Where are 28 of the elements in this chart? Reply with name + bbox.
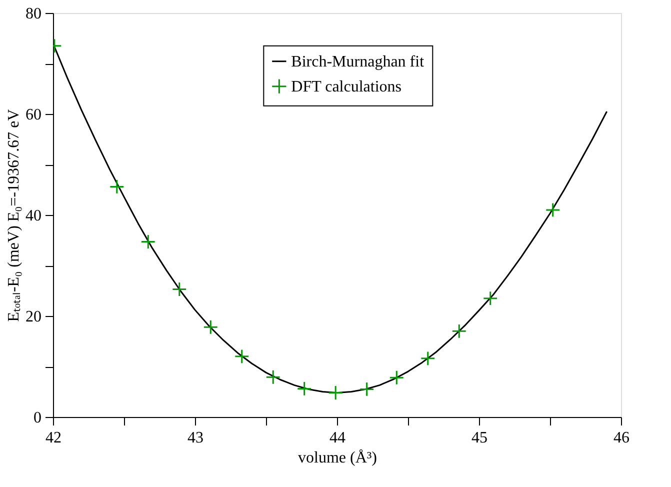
- point: [109, 179, 124, 194]
- point: [359, 382, 374, 397]
- y-axis-title: Eₜₒₜₐₗ-E₀ (meV) E₀=-19367.67 eV: [6, 108, 22, 322]
- point: [140, 234, 156, 250]
- point: [389, 370, 404, 386]
- y-tick-label: 40: [26, 208, 42, 224]
- point: [266, 370, 281, 385]
- legend-label: Birch-Murnaghan fit: [291, 53, 425, 70]
- legend-label: DFT calculations: [291, 78, 402, 96]
- x-tick-label: 43: [188, 430, 204, 446]
- y-tick-label: 60: [26, 106, 42, 124]
- point: [452, 324, 467, 339]
- point: [203, 320, 218, 335]
- point: [420, 350, 436, 366]
- x-axis-title: volume (Å³): [298, 448, 377, 466]
- point: [482, 290, 498, 306]
- point: [545, 202, 560, 218]
- x-tick-label: 45: [472, 430, 488, 446]
- y-tick-label: 80: [26, 6, 42, 22]
- x-tick-label: 44: [330, 430, 346, 446]
- point: [234, 348, 250, 364]
- x-tick-label: 42: [46, 430, 62, 446]
- point: [172, 282, 187, 297]
- y-tick-label: 20: [26, 308, 42, 326]
- point: [296, 381, 312, 396]
- x-tick-label: 46: [614, 430, 630, 446]
- y-tick-label: 0: [34, 410, 42, 426]
- point: [328, 385, 344, 400]
